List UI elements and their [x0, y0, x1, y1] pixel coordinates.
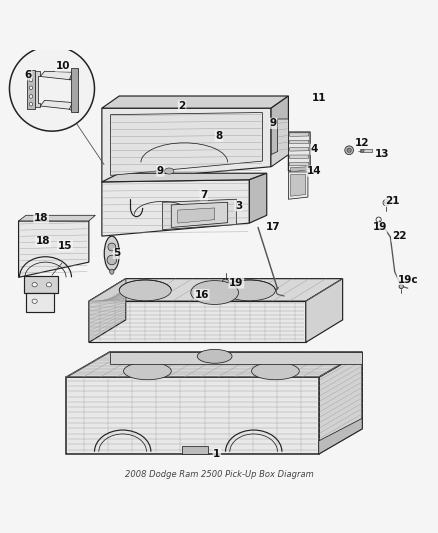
Polygon shape	[290, 155, 309, 158]
Circle shape	[10, 46, 95, 131]
Text: 19c: 19c	[397, 274, 418, 285]
Polygon shape	[102, 180, 249, 236]
Polygon shape	[290, 163, 309, 166]
Text: 18: 18	[34, 213, 48, 223]
Polygon shape	[18, 215, 95, 221]
Polygon shape	[178, 208, 215, 223]
Text: 11: 11	[311, 93, 326, 103]
Ellipse shape	[32, 282, 37, 287]
Polygon shape	[306, 279, 343, 342]
Polygon shape	[69, 69, 78, 80]
Text: 13: 13	[374, 149, 389, 159]
Ellipse shape	[108, 243, 116, 251]
Polygon shape	[290, 133, 309, 136]
Polygon shape	[26, 293, 54, 312]
Text: 9: 9	[270, 118, 277, 128]
Ellipse shape	[32, 299, 37, 303]
Polygon shape	[271, 96, 288, 167]
Polygon shape	[40, 71, 72, 80]
Polygon shape	[40, 100, 72, 109]
Polygon shape	[162, 199, 237, 230]
Text: 21: 21	[385, 197, 400, 206]
Text: 3: 3	[235, 201, 242, 211]
Polygon shape	[249, 173, 267, 223]
Polygon shape	[288, 172, 308, 199]
Polygon shape	[182, 446, 208, 454]
Text: 14: 14	[307, 166, 322, 176]
Text: 5: 5	[113, 248, 121, 259]
Ellipse shape	[110, 269, 114, 274]
Ellipse shape	[29, 102, 33, 106]
Polygon shape	[102, 96, 288, 108]
Text: 10: 10	[56, 61, 70, 71]
Text: 22: 22	[392, 231, 406, 241]
Polygon shape	[66, 377, 319, 454]
Ellipse shape	[223, 280, 276, 301]
Ellipse shape	[399, 284, 403, 289]
Text: 4: 4	[311, 144, 318, 155]
Polygon shape	[69, 102, 78, 112]
Ellipse shape	[29, 86, 33, 90]
Ellipse shape	[119, 280, 171, 301]
Polygon shape	[290, 167, 309, 172]
Text: 17: 17	[266, 222, 281, 232]
Polygon shape	[27, 70, 35, 109]
Polygon shape	[290, 140, 309, 144]
Text: 12: 12	[355, 138, 369, 148]
Text: 2: 2	[179, 101, 186, 111]
Text: 9: 9	[157, 166, 164, 176]
Polygon shape	[290, 174, 306, 196]
Text: 7: 7	[200, 190, 208, 200]
Ellipse shape	[107, 255, 117, 265]
Polygon shape	[35, 71, 40, 107]
Polygon shape	[71, 68, 78, 112]
Polygon shape	[319, 418, 362, 454]
Polygon shape	[102, 108, 271, 182]
Polygon shape	[89, 279, 343, 301]
Text: 19: 19	[229, 278, 244, 288]
Text: 2008 Dodge Ram 2500 Pick-Up Box Diagram: 2008 Dodge Ram 2500 Pick-Up Box Diagram	[125, 470, 313, 479]
Polygon shape	[89, 279, 126, 342]
Polygon shape	[102, 173, 267, 182]
Polygon shape	[290, 148, 309, 151]
Polygon shape	[24, 276, 59, 293]
Polygon shape	[110, 352, 362, 364]
Ellipse shape	[345, 146, 353, 155]
Polygon shape	[319, 352, 362, 454]
Ellipse shape	[222, 279, 229, 286]
Text: 8: 8	[215, 131, 223, 141]
Polygon shape	[171, 203, 228, 228]
Ellipse shape	[361, 149, 364, 152]
Polygon shape	[18, 221, 89, 277]
Ellipse shape	[104, 236, 120, 271]
Polygon shape	[288, 132, 310, 171]
Ellipse shape	[124, 362, 171, 379]
Text: 1: 1	[213, 449, 220, 459]
Ellipse shape	[385, 201, 387, 204]
Text: 16: 16	[194, 290, 209, 300]
Ellipse shape	[191, 280, 239, 304]
Ellipse shape	[197, 349, 232, 364]
Text: 18: 18	[36, 236, 50, 246]
Text: 6: 6	[25, 70, 32, 80]
Polygon shape	[110, 112, 262, 175]
Ellipse shape	[347, 148, 351, 152]
Polygon shape	[89, 301, 306, 342]
Ellipse shape	[29, 78, 33, 82]
Polygon shape	[271, 119, 288, 167]
Ellipse shape	[29, 95, 33, 98]
Ellipse shape	[251, 362, 299, 379]
Text: 19: 19	[372, 222, 387, 232]
Polygon shape	[66, 352, 362, 377]
Ellipse shape	[46, 282, 52, 287]
Text: 15: 15	[58, 241, 72, 251]
Polygon shape	[360, 149, 372, 152]
Ellipse shape	[164, 168, 174, 174]
